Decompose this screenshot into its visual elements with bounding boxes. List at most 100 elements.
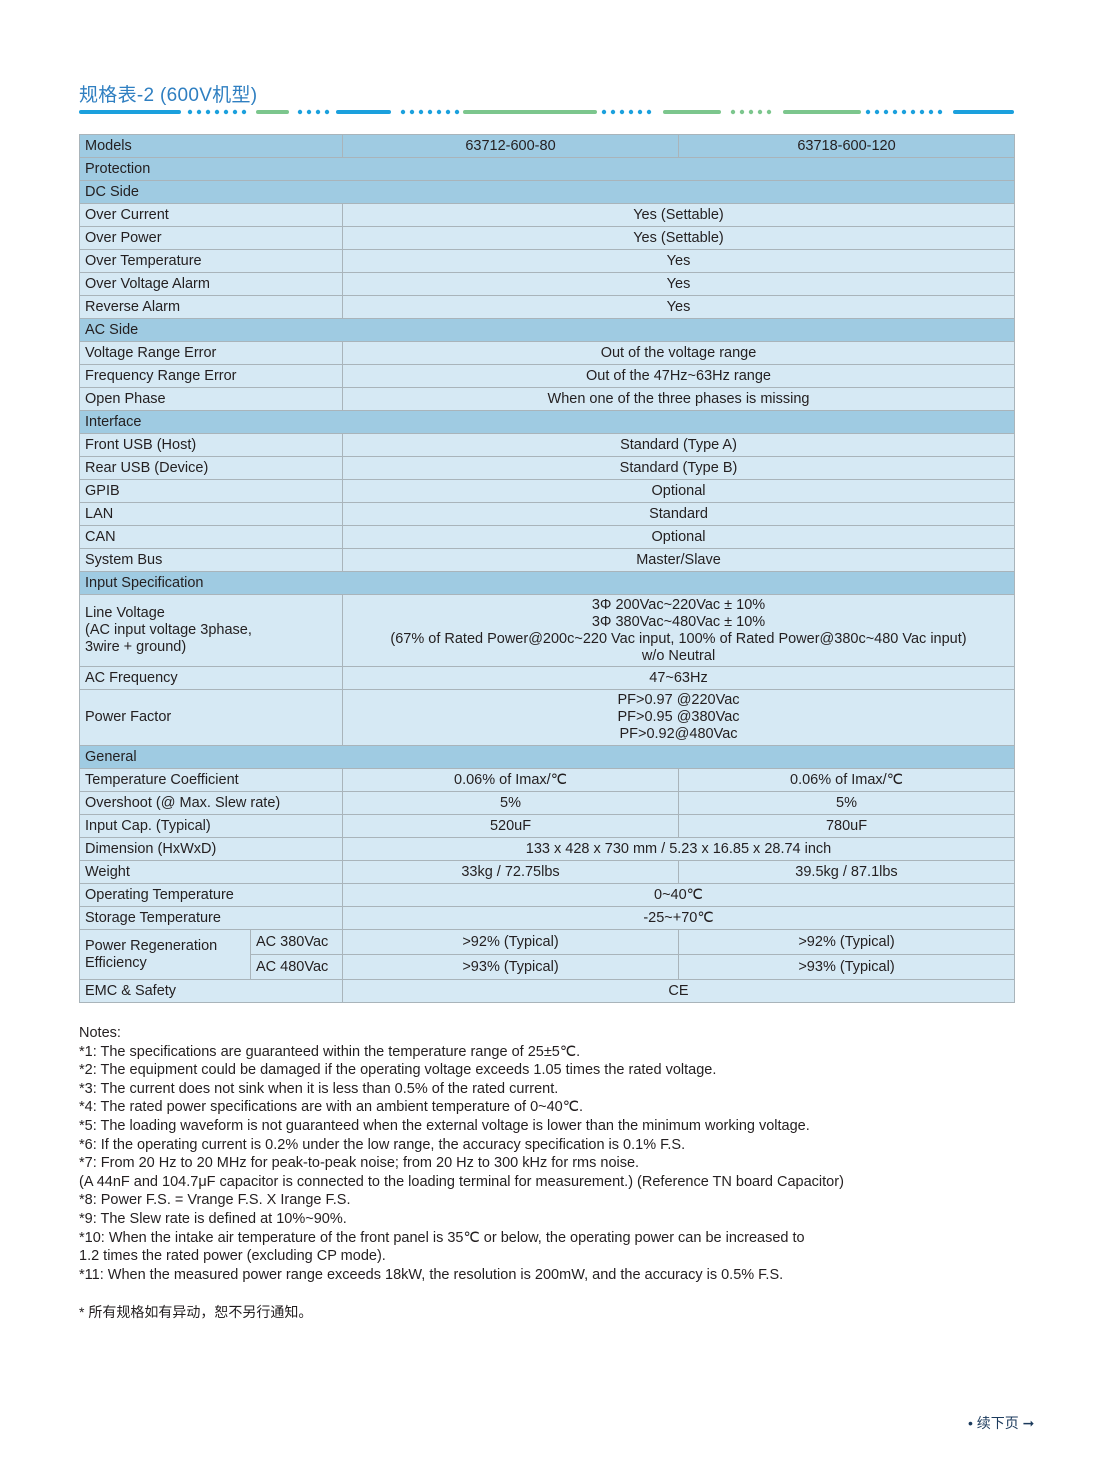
table-row: AC Side	[79, 318, 1015, 342]
spec-label: Over Temperature	[79, 249, 343, 273]
spec-value: Yes	[342, 295, 1015, 319]
table-row: Over Voltage Alarm Yes	[79, 272, 1015, 296]
spec-value: >93% (Typical)	[342, 954, 679, 980]
table-row: Overshoot (@ Max. Slew rate) 5% 5%	[79, 791, 1015, 815]
divider-dot	[400, 109, 406, 115]
divider-dot	[418, 109, 424, 115]
spec-label: Over Power	[79, 226, 343, 250]
cell-line: (67% of Rated Power@200c~220 Vac input, …	[390, 630, 967, 647]
spec-value: Yes	[342, 272, 1015, 296]
note-line: *3: The current does not sink when it is…	[79, 1080, 559, 1097]
divider-dot	[928, 109, 934, 115]
divider-dot	[436, 109, 442, 115]
spec-label: Front USB (Host)	[79, 433, 343, 457]
notes: Notes: *1: The specifications are guarant…	[79, 1024, 844, 1284]
divider-dot	[766, 109, 772, 115]
table-row: Open Phase When one of the three phases i…	[79, 387, 1015, 411]
table-row: Reverse Alarm Yes	[79, 295, 1015, 319]
spec-value: Out of the voltage range	[342, 341, 1015, 365]
divider-dot	[324, 109, 330, 115]
divider-dot	[637, 109, 643, 115]
sub-label: AC 480Vac	[250, 954, 343, 980]
table-row: Input Cap. (Typical) 520uF 780uF	[79, 814, 1015, 838]
spec-label: CAN	[79, 525, 343, 549]
note-line: *11: When the measured power range excee…	[79, 1266, 784, 1283]
spec-value: 5%	[342, 791, 679, 815]
spec-value: >92% (Typical)	[342, 929, 679, 955]
model-header: 63712-600-80	[342, 134, 679, 158]
note-line: *10: When the intake air temperature of …	[79, 1229, 805, 1246]
table-row: Over Temperature Yes	[79, 249, 1015, 273]
divider-dot	[223, 109, 229, 115]
divider-dot	[445, 109, 451, 115]
spec-value: Yes	[342, 249, 1015, 273]
spec-label: Open Phase	[79, 387, 343, 411]
spec-label: Operating Temperature	[79, 883, 343, 907]
table-row: System Bus Master/Slave	[79, 548, 1015, 572]
table-row: Rear USB (Device) Standard (Type B)	[79, 456, 1015, 480]
table-row: Operating Temperature 0~40℃	[79, 883, 1015, 907]
cell-line: Efficiency	[85, 954, 147, 971]
divider-dot	[427, 109, 433, 115]
spec-label: System Bus	[79, 548, 343, 572]
spec-value: Yes (Settable)	[342, 203, 1015, 227]
decorative-divider	[79, 109, 1014, 115]
spec-label: Storage Temperature	[79, 906, 343, 930]
table-row: Front USB (Host) Standard (Type A)	[79, 433, 1015, 457]
model-header: 63718-600-120	[678, 134, 1015, 158]
divider-dot	[874, 109, 880, 115]
divider-dash	[256, 110, 289, 114]
header-label: Models	[79, 134, 343, 158]
table-row: Input Specification	[79, 571, 1015, 595]
cell-line: w/o Neutral	[641, 647, 716, 664]
spec-value: Standard (Type B)	[342, 456, 1015, 480]
table-row: Dimension (HxWxD) 133 x 428 x 730 mm / 5.…	[79, 837, 1015, 861]
divider-dot	[232, 109, 238, 115]
divider-dot	[315, 109, 321, 115]
spec-label: Input Cap. (Typical)	[79, 814, 343, 838]
divider-dot	[739, 109, 745, 115]
divider-dot	[730, 109, 736, 115]
divider-dash	[663, 110, 721, 114]
table-row: Interface	[79, 410, 1015, 434]
divider-dash	[953, 110, 1014, 114]
table-row: Weight 33kg / 72.75lbs 39.5kg / 87.1lbs	[79, 860, 1015, 884]
section-header: Protection	[79, 157, 1015, 181]
spec-value: 780uF	[678, 814, 1015, 838]
table-row: CAN Optional	[79, 525, 1015, 549]
spec-value: PF>0.97 @220Vac PF>0.95 @380Vac PF>0.92@48…	[342, 689, 1015, 746]
spec-value: Optional	[342, 479, 1015, 503]
spec-label: Weight	[79, 860, 343, 884]
divider-dot	[748, 109, 754, 115]
spec-value: -25~+70℃	[342, 906, 1015, 930]
note-line: (A 44nF and 104.7μF capacitor is connect…	[79, 1173, 844, 1190]
spec-label: Voltage Range Error	[79, 341, 343, 365]
divider-dot	[601, 109, 607, 115]
spec-value: 33kg / 72.75lbs	[342, 860, 679, 884]
table-row: AC 480Vac >93% (Typical) >93% (Typical)	[80, 954, 1015, 980]
spec-label: Dimension (HxWxD)	[79, 837, 343, 861]
divider-dot	[901, 109, 907, 115]
spec-value: 39.5kg / 87.1lbs	[678, 860, 1015, 884]
divider-dot	[297, 109, 303, 115]
divider-dash	[336, 110, 391, 114]
note-line: *1: The specifications are guaranteed wi…	[79, 1043, 581, 1060]
spec-label: Power Regeneration Efficiency	[79, 929, 251, 980]
spec-value: Master/Slave	[342, 548, 1015, 572]
spec-value: 5%	[678, 791, 1015, 815]
note-line: *6: If the operating current is 0.2% und…	[79, 1136, 686, 1153]
table-row: Over Power Yes (Settable)	[79, 226, 1015, 250]
spec-label: Temperature Coefficient	[79, 768, 343, 792]
note-line: 1.2 times the rated power (excluding CP …	[79, 1248, 386, 1265]
spec-label: Reverse Alarm	[79, 295, 343, 319]
section-header: AC Side	[79, 318, 1015, 342]
spec-label: EMC & Safety	[79, 979, 343, 1003]
spec-value: CE	[342, 979, 1015, 1003]
divider-dot	[892, 109, 898, 115]
table-row: EMC & Safety CE	[79, 979, 1015, 1003]
divider-dot	[187, 109, 193, 115]
divider-dot	[214, 109, 220, 115]
divider-dash	[783, 110, 861, 114]
note-line: *4: The rated power specifications are w…	[79, 1099, 584, 1116]
table-row: Models 63712-600-80 63718-600-120	[79, 134, 1015, 158]
